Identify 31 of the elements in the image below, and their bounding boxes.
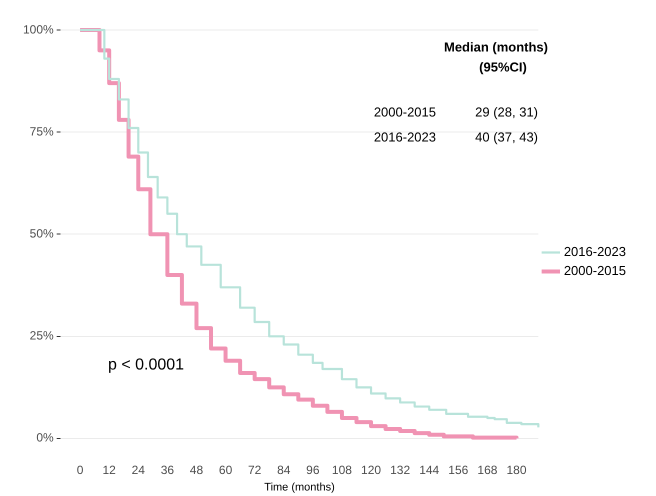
x-tick-label: 144 xyxy=(419,462,440,477)
y-tick-label: 25% xyxy=(30,328,54,343)
annotation: 2016-2023 xyxy=(374,130,436,145)
annotation: 29 (28, 31) xyxy=(475,104,538,120)
annotation: 40 (37, 43) xyxy=(475,130,538,145)
x-tick-label: 12 xyxy=(102,462,116,477)
x-tick-label: 156 xyxy=(448,462,469,477)
y-tick-label: 75% xyxy=(30,124,54,138)
y-tick-label: 100% xyxy=(22,22,54,36)
x-tick-label: 168 xyxy=(477,462,498,477)
x-tick-label: 84 xyxy=(277,462,291,477)
x-tick-label: 108 xyxy=(332,462,352,477)
x-tick-label: 48 xyxy=(190,462,204,477)
y-tick-label: 50% xyxy=(30,226,54,241)
x-tick-label: 60 xyxy=(218,462,233,477)
x-tick-label: 180 xyxy=(506,462,527,477)
x-tick-label: 24 xyxy=(132,462,146,477)
y-tick-label: 0% xyxy=(36,430,54,445)
x-axis-title: Time (months) xyxy=(264,481,335,494)
annotation: p < 0.0001 xyxy=(108,356,184,374)
annotation: (95%CI) xyxy=(479,60,527,75)
annotation: Median (months) xyxy=(444,40,548,55)
x-tick-label: 132 xyxy=(390,462,410,477)
x-tick-label: 36 xyxy=(160,462,174,477)
x-tick-label: 96 xyxy=(306,462,320,477)
legend-label: 2016-2023 xyxy=(564,244,626,260)
annotation: 2000-2015 xyxy=(374,104,436,120)
x-tick-label: 72 xyxy=(248,462,262,477)
legend-label: 2000-2015 xyxy=(564,263,626,278)
x-tick-label: 120 xyxy=(361,462,382,477)
x-tick-label: 0 xyxy=(76,462,84,477)
